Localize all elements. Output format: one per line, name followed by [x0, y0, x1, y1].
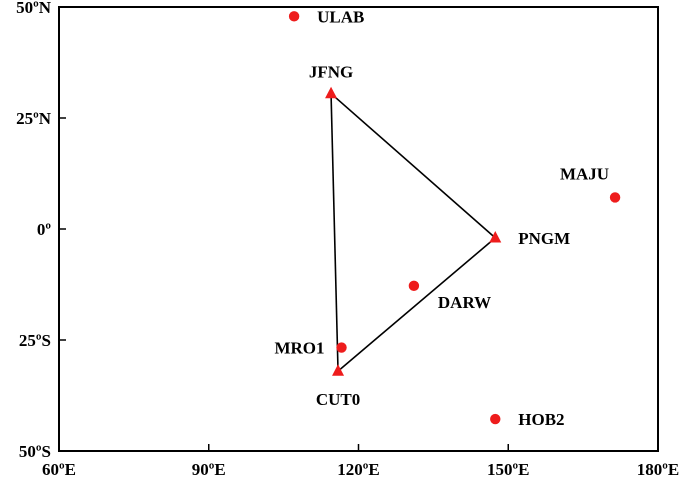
- triangle-marker-cut0: [332, 364, 345, 376]
- station-label-darw: DARW: [438, 293, 491, 312]
- x-tick-label: 120ºE: [337, 460, 379, 479]
- x-tick-label: 60ºE: [42, 460, 76, 479]
- x-tick-label: 90ºE: [192, 460, 226, 479]
- x-tick-label: 150ºE: [487, 460, 529, 479]
- triangle-marker-pngm: [489, 231, 502, 243]
- edge-cut0-jfng: [330, 93, 339, 372]
- station-label-pngm: PNGM: [518, 229, 570, 248]
- dot-marker-ulab: [288, 11, 300, 22]
- triangle-network: [330, 92, 496, 372]
- dot-marker-maju: [609, 192, 621, 203]
- edge-jfng-pngm: [330, 92, 496, 239]
- dot-marker-mro1: [336, 342, 347, 353]
- x-tick-label: 180ºE: [637, 460, 679, 479]
- station-markers: [288, 11, 621, 425]
- station-label-ulab: ULAB: [317, 7, 364, 26]
- edge-pngm-cut0: [337, 237, 496, 372]
- y-tick-label: 0º: [37, 220, 52, 239]
- y-tick-label: 25ºN: [16, 109, 52, 128]
- station-label-hob2: HOB2: [518, 410, 564, 429]
- triangle-marker-jfng: [325, 86, 338, 99]
- x-axis-ticks: 60ºE 90ºE 120ºE 150ºE 180ºE: [42, 444, 679, 479]
- station-label-maju: MAJU: [560, 164, 609, 183]
- dot-marker-hob2: [490, 413, 501, 425]
- station-labels: JFNG PNGM CUT0 ULAB MAJU DARW MRO1 HOB2: [274, 7, 609, 429]
- y-tick-label: 50ºN: [16, 0, 52, 17]
- y-axis-ticks: 50ºN 25ºN 0º 25ºS 50ºS: [16, 0, 66, 461]
- station-label-jfng: JFNG: [309, 63, 353, 82]
- y-tick-label: 25ºS: [19, 331, 51, 350]
- dot-marker-darw: [408, 280, 420, 292]
- y-tick-label: 50ºS: [19, 442, 51, 461]
- station-label-mro1: MRO1: [274, 339, 324, 358]
- station-label-cut0: CUT0: [316, 390, 360, 409]
